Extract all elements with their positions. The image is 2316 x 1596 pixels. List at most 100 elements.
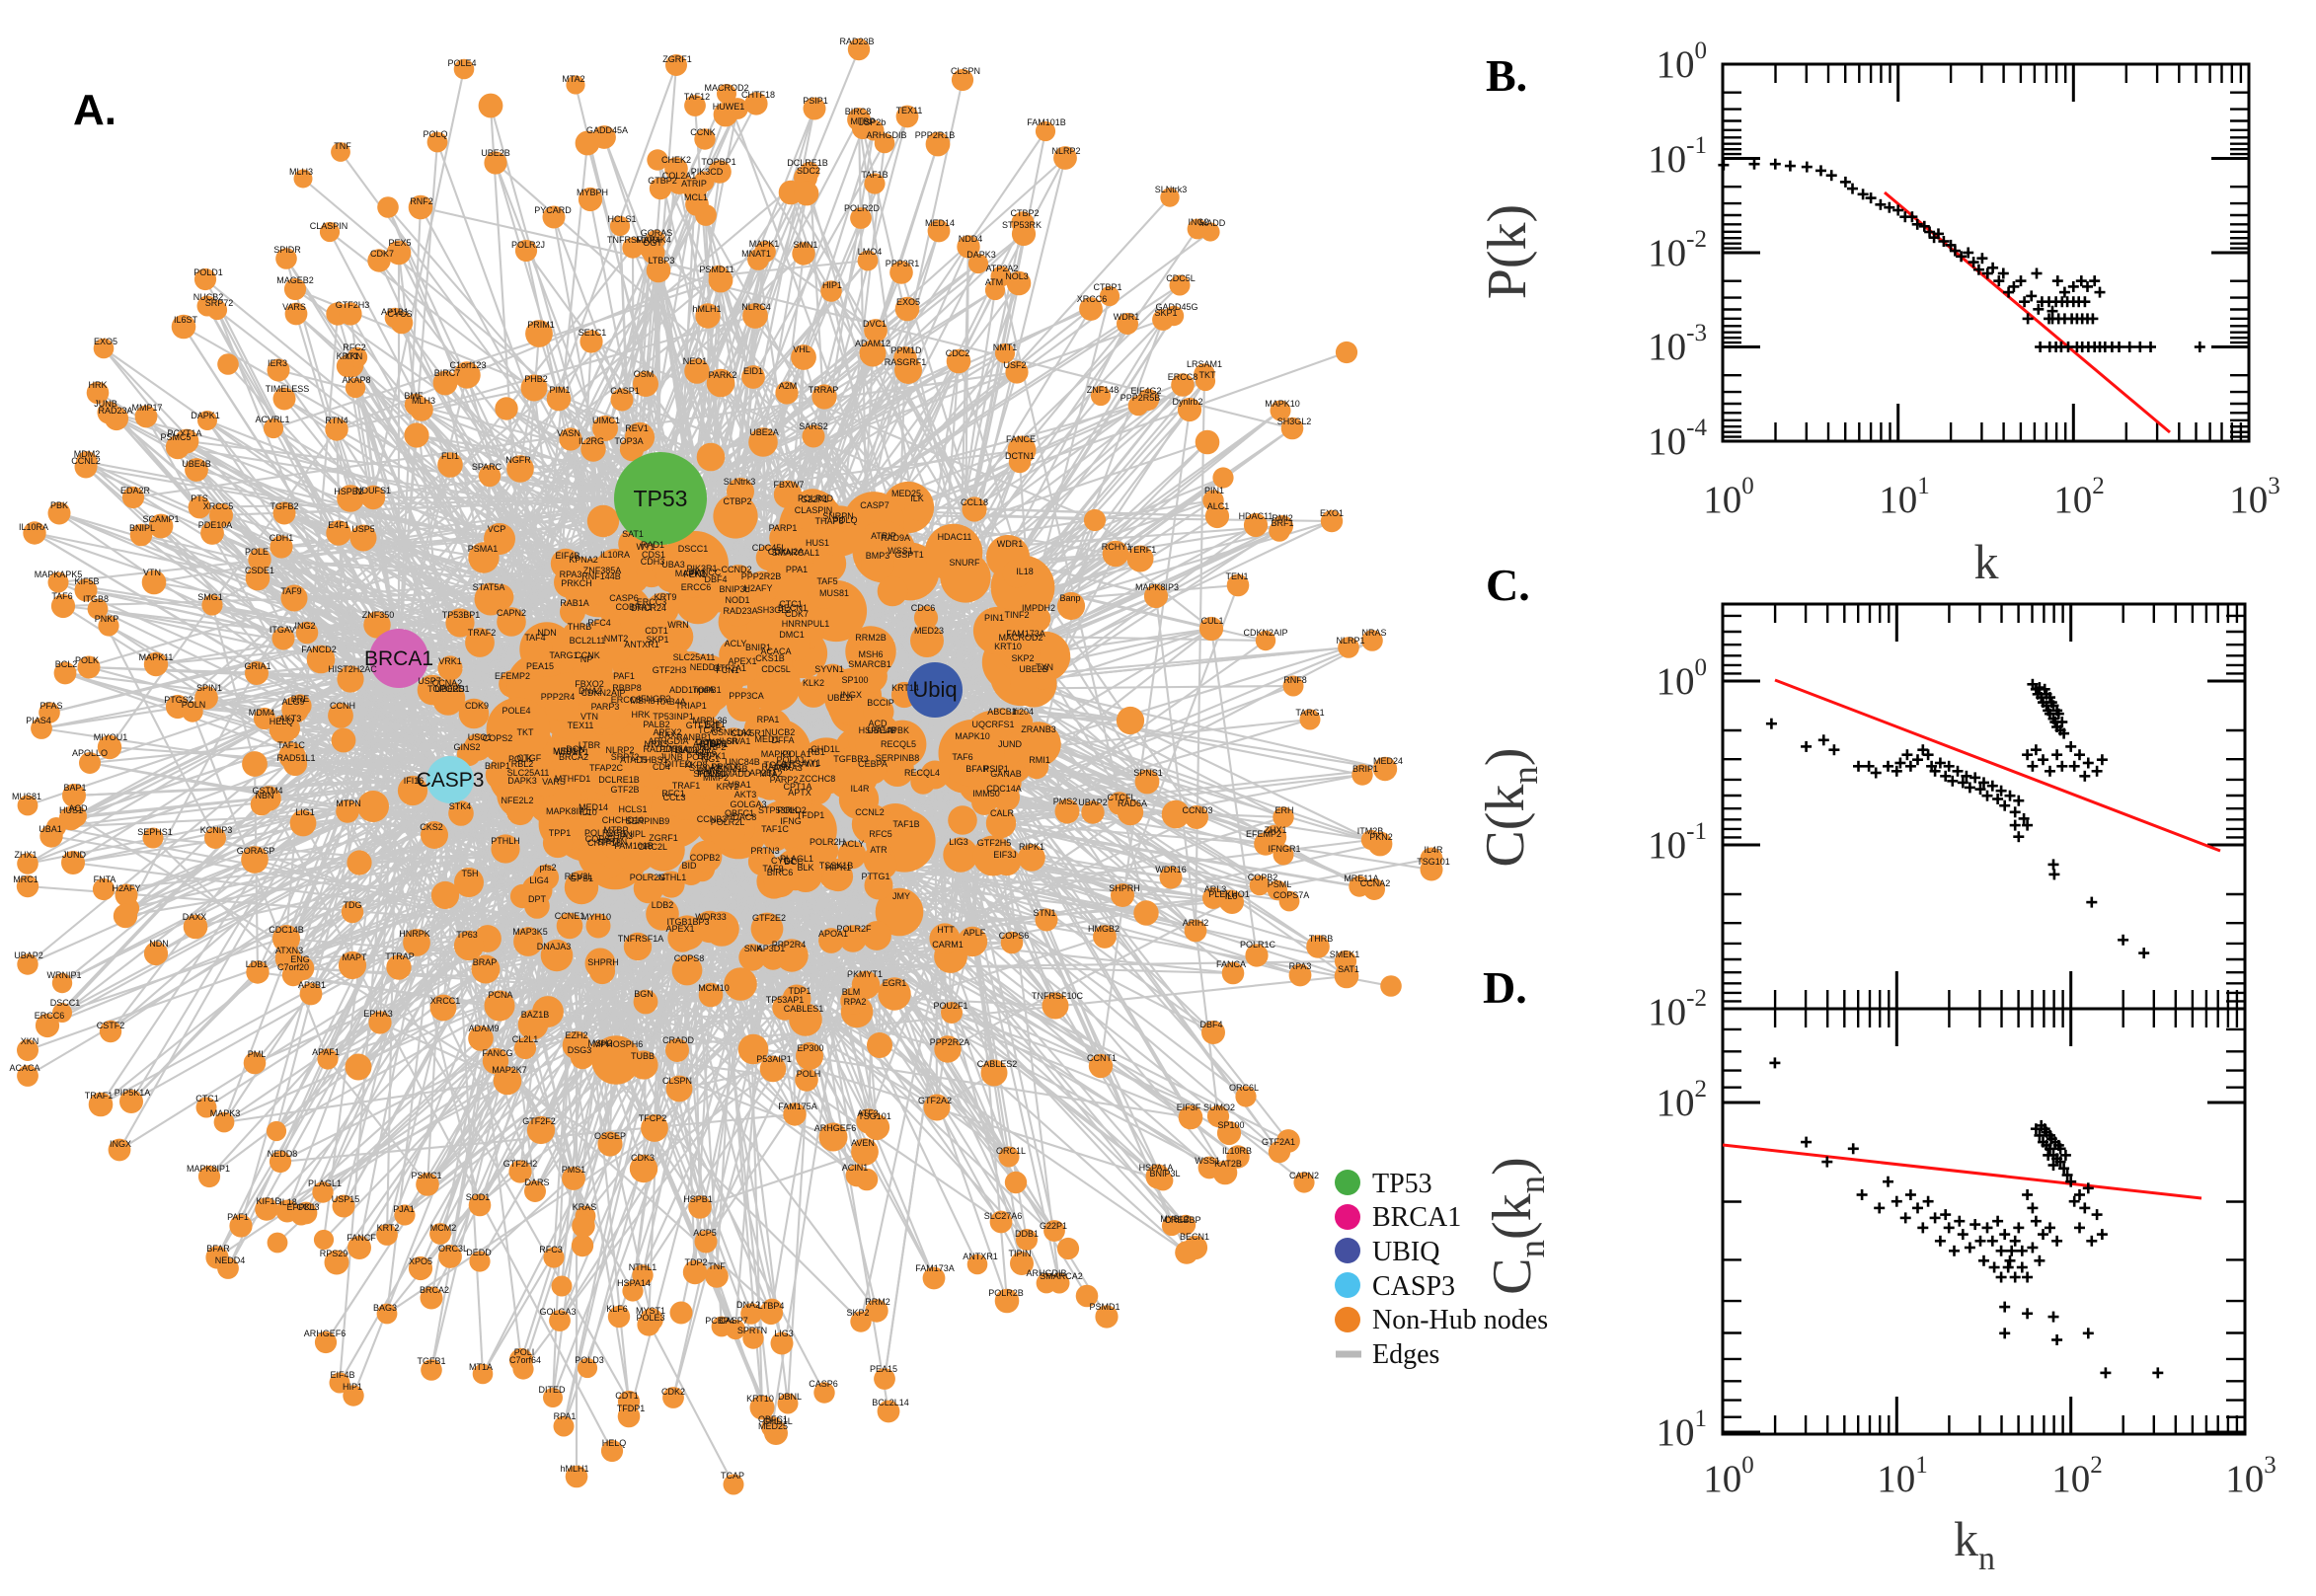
svg-text:NDD4: NDD4 — [959, 234, 983, 244]
svg-text:RNF8: RNF8 — [1283, 675, 1307, 685]
svg-text:SYVN1: SYVN1 — [814, 664, 844, 674]
svg-text:CALR: CALR — [990, 808, 1015, 818]
svg-text:SLNtrk3: SLNtrk3 — [724, 477, 756, 487]
svg-text:IL18: IL18 — [1016, 567, 1034, 576]
svg-text:POLH: POLH — [797, 1069, 821, 1079]
svg-text:SHPRH: SHPRH — [587, 957, 619, 967]
svg-text:PDE10A: PDE10A — [198, 520, 233, 530]
svg-text:HNRNPUL1: HNRNPUL1 — [782, 619, 830, 629]
svg-text:POLD3: POLD3 — [575, 1355, 604, 1365]
svg-text:IL4R: IL4R — [850, 784, 870, 794]
svg-text:CASP7: CASP7 — [860, 500, 889, 510]
svg-text:APOLLO: APOLLO — [72, 748, 108, 758]
svg-text:TEN1: TEN1 — [1225, 571, 1248, 581]
svg-text:ORC3L: ORC3L — [438, 1244, 468, 1254]
svg-text:STK4: STK4 — [449, 801, 472, 811]
svg-text:GTF2A2: GTF2A2 — [918, 1096, 952, 1105]
svg-text:MCM2: MCM2 — [430, 1223, 457, 1233]
svg-text:MAPK11: MAPK11 — [139, 652, 174, 662]
svg-text:ING2: ING2 — [294, 621, 315, 631]
svg-text:HIST2H2AC: HIST2H2AC — [328, 664, 377, 674]
svg-text:HIPK1: HIPK1 — [825, 863, 851, 873]
svg-text:TRAF2: TRAF2 — [468, 628, 497, 638]
svg-text:DAPK3: DAPK3 — [507, 776, 537, 786]
svg-text:KPNA2: KPNA2 — [569, 555, 598, 565]
svg-text:LIG1: LIG1 — [295, 807, 315, 817]
svg-text:SAT1: SAT1 — [622, 529, 644, 539]
svg-text:SMEK1: SMEK1 — [1330, 950, 1360, 959]
svg-text:EGR1: EGR1 — [883, 978, 907, 988]
svg-text:NLRC4: NLRC4 — [741, 302, 771, 312]
svg-text:TP53: TP53 — [634, 486, 688, 511]
svg-text:GANAB: GANAB — [990, 769, 1022, 779]
svg-text:CHEK2: CHEK2 — [661, 155, 691, 165]
svg-text:EP300: EP300 — [797, 1043, 823, 1053]
svg-text:CDK3: CDK3 — [631, 1153, 655, 1163]
svg-text:GINS2: GINS2 — [453, 742, 480, 752]
svg-text:UBAP2: UBAP2 — [1078, 798, 1108, 807]
svg-text:KRT10: KRT10 — [994, 642, 1022, 651]
svg-text:NGFR: NGFR — [505, 455, 531, 465]
svg-text:E4F1: E4F1 — [328, 520, 349, 530]
svg-text:CARM1: CARM1 — [932, 940, 964, 950]
svg-text:TKT: TKT — [517, 727, 535, 737]
svg-text:TAF6: TAF6 — [952, 752, 972, 762]
svg-text:MACROD2: MACROD2 — [998, 633, 1042, 643]
svg-text:PARP3: PARP3 — [591, 702, 620, 712]
svg-text:EZH2: EZH2 — [565, 1030, 587, 1040]
svg-text:Ubiq: Ubiq — [912, 677, 957, 702]
svg-text:KRAS: KRAS — [573, 1202, 597, 1212]
svg-text:PKMYT1: PKMYT1 — [847, 969, 883, 979]
svg-text:A2M: A2M — [779, 381, 798, 391]
svg-text:RRM2: RRM2 — [865, 1297, 890, 1307]
svg-text:PRTN3: PRTN3 — [750, 846, 779, 856]
svg-text:CCL18: CCL18 — [961, 497, 988, 507]
svg-text:AVEN: AVEN — [851, 1138, 875, 1148]
svg-text:JMY: JMY — [892, 891, 910, 901]
svg-text:PIM1: PIM1 — [549, 385, 570, 395]
svg-text:HDAC11: HDAC11 — [938, 532, 972, 542]
svg-text:PIK3R1: PIK3R1 — [686, 564, 717, 573]
svg-text:Dynlrb2: Dynlrb2 — [1172, 397, 1202, 407]
svg-text:OSM: OSM — [634, 369, 655, 379]
svg-text:TFAP2C: TFAP2C — [589, 763, 624, 773]
svg-text:SEPHS1: SEPHS1 — [137, 827, 173, 837]
svg-text:HMGB2: HMGB2 — [1088, 924, 1119, 934]
svg-text:UBE2I: UBE2I — [827, 693, 853, 703]
svg-text:EDA2R: EDA2R — [120, 486, 151, 495]
svg-text:MT1A: MT1A — [469, 1362, 493, 1372]
svg-text:DDB1: DDB1 — [1015, 1229, 1039, 1239]
svg-text:TAF1B: TAF1B — [892, 819, 919, 829]
svg-text:EIF3J: EIF3J — [993, 850, 1017, 860]
svg-text:POLR2J: POLR2J — [511, 240, 545, 250]
svg-text:TFCP2: TFCP2 — [639, 1113, 667, 1123]
svg-text:TNF: TNF — [708, 1261, 726, 1271]
svg-text:PIN1: PIN1 — [984, 613, 1004, 623]
svg-text:IFI16: IFI16 — [404, 776, 425, 786]
svg-text:LMO4: LMO4 — [858, 247, 883, 257]
svg-text:hMLH1: hMLH1 — [692, 304, 721, 314]
svg-text:CDK2: CDK2 — [661, 1387, 685, 1397]
svg-text:VARS: VARS — [542, 777, 566, 787]
svg-text:FANCE: FANCE — [1006, 434, 1036, 444]
svg-text:HUS1: HUS1 — [806, 538, 829, 548]
svg-text:SARS2: SARS2 — [799, 421, 828, 431]
svg-text:CAPN2: CAPN2 — [497, 608, 526, 618]
svg-text:ERCC6: ERCC6 — [681, 582, 712, 592]
svg-text:RFC5: RFC5 — [869, 829, 892, 839]
svg-text:DARS: DARS — [524, 1178, 549, 1187]
svg-text:HCLS1: HCLS1 — [618, 804, 647, 814]
svg-text:UBA1: UBA1 — [728, 780, 751, 790]
svg-text:WDR33: WDR33 — [695, 912, 727, 922]
svg-text:IER3: IER3 — [268, 358, 287, 368]
svg-text:CTBP2: CTBP2 — [723, 496, 751, 506]
svg-text:TDP2: TDP2 — [684, 1257, 707, 1267]
svg-text:RIPK1: RIPK1 — [1019, 842, 1044, 852]
svg-text:KRT14: KRT14 — [891, 683, 919, 693]
svg-text:KLK2: KLK2 — [803, 678, 824, 688]
svg-text:H2AFY: H2AFY — [743, 583, 772, 593]
svg-text:CABLES2: CABLES2 — [977, 1059, 1018, 1069]
svg-text:TPP1: TPP1 — [549, 828, 572, 838]
svg-text:RAD51L1: RAD51L1 — [276, 753, 315, 763]
svg-text:IMM50: IMM50 — [972, 789, 1000, 798]
